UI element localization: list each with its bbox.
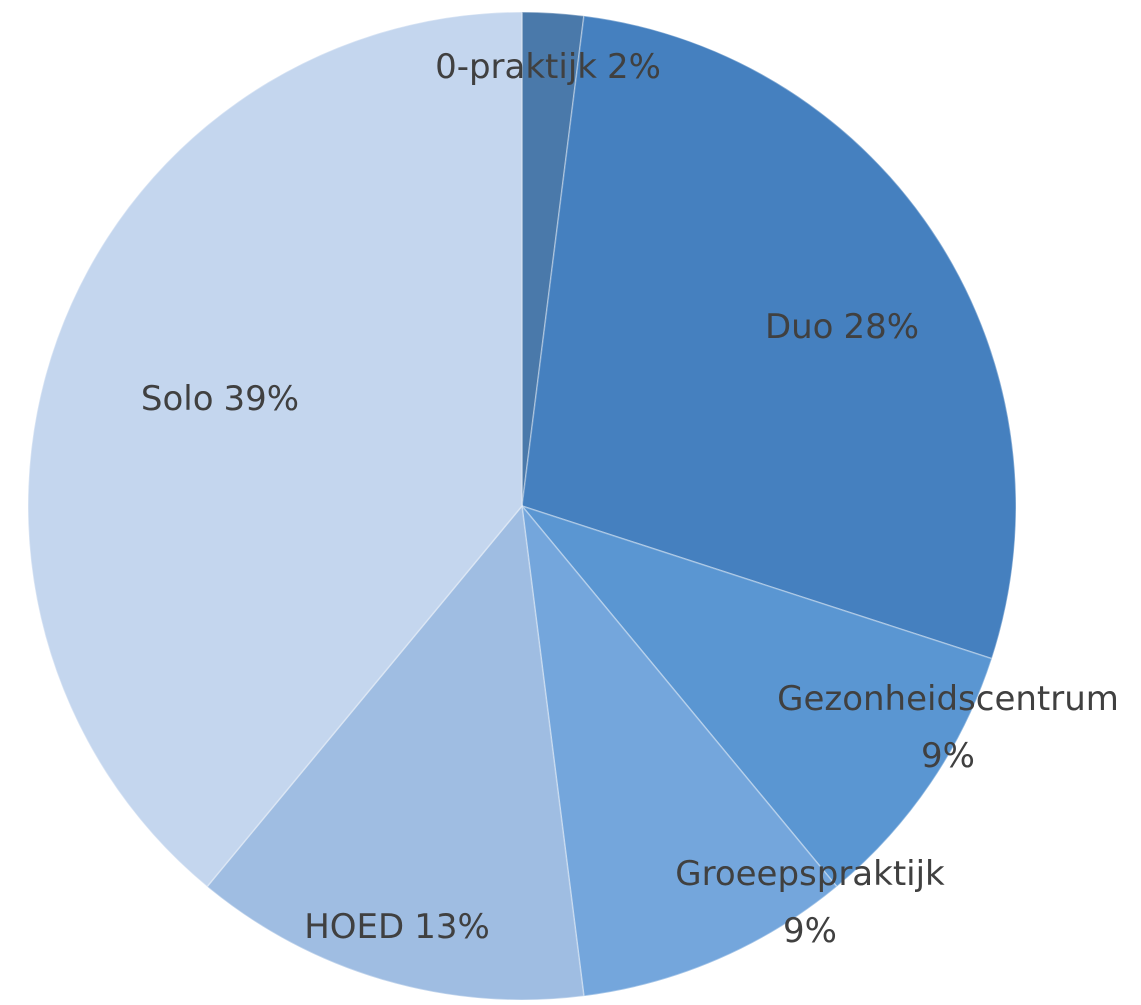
pie-slice — [519, 504, 993, 888]
value-label: 2% — [607, 47, 661, 87]
category-label: Gezonheidscentrum — [777, 679, 1119, 719]
data-label: Solo 39% — [141, 379, 299, 419]
category-label: Solo — [141, 379, 214, 419]
pie-slice — [520, 503, 838, 997]
value-label: 9% — [921, 736, 975, 776]
pie-slice — [521, 15, 1017, 660]
category-label: 0-praktijk — [435, 47, 597, 87]
pie-slice — [206, 504, 585, 1001]
data-label: Duo 28% — [765, 307, 919, 347]
data-label: Groeepspraktijk 9% — [675, 854, 945, 951]
pie-slice — [521, 11, 585, 507]
category-label: Groeepspraktijk — [675, 854, 945, 894]
category-label: HOED — [304, 907, 404, 947]
data-label: Gezonheidscentrum 9% — [777, 679, 1119, 776]
value-label: 13% — [414, 907, 490, 947]
value-label: 39% — [224, 379, 300, 419]
data-label: HOED 13% — [304, 907, 490, 947]
value-label: 9% — [783, 911, 837, 951]
category-label: Duo — [765, 307, 834, 347]
pie-slice — [27, 11, 523, 888]
value-label: 28% — [843, 307, 919, 347]
data-label: 0-praktijk 2% — [435, 47, 661, 87]
